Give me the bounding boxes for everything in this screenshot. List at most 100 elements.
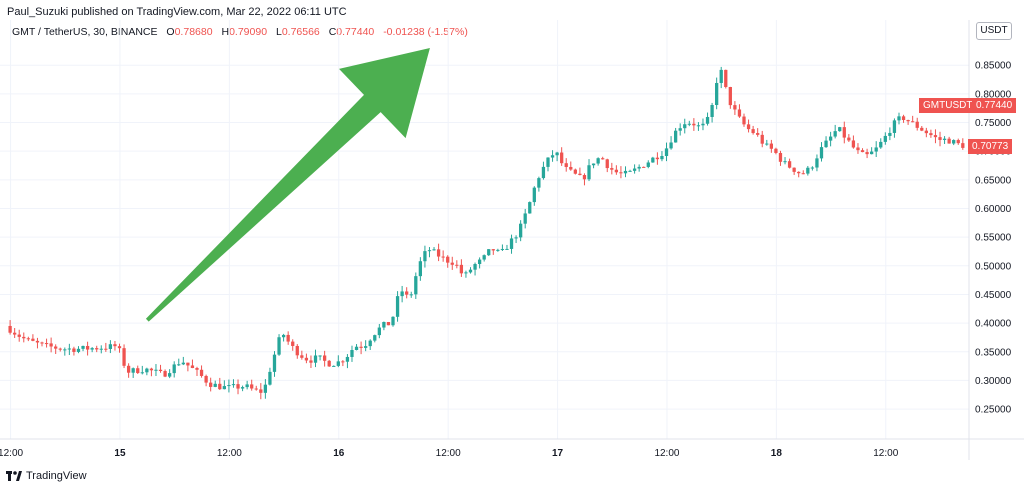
candle-body bbox=[619, 172, 623, 174]
candle-body bbox=[573, 169, 577, 174]
candle-body bbox=[710, 105, 714, 117]
candle-body bbox=[514, 237, 518, 239]
price-tick-label: 0.40000 bbox=[975, 319, 1012, 330]
price-tick-label: 0.55000 bbox=[975, 233, 1012, 244]
candle-body bbox=[336, 361, 340, 366]
candle-body bbox=[386, 322, 391, 326]
candle-body bbox=[49, 343, 53, 347]
candle-body bbox=[787, 161, 792, 168]
candle-body bbox=[140, 372, 144, 374]
candle-body bbox=[897, 116, 901, 121]
candle-body bbox=[172, 364, 176, 374]
time-axis[interactable]: 12:00 15 12:00 16 12:00 17 12:00 18 12:00 bbox=[0, 448, 899, 459]
candle-body bbox=[113, 344, 117, 347]
candle-body bbox=[40, 342, 44, 344]
low-value: 0.76566 bbox=[281, 26, 320, 38]
symbol-description[interactable]: GMT / TetherUS, 30, BINANCE bbox=[12, 26, 158, 38]
candle-body bbox=[382, 322, 386, 328]
candle-body bbox=[63, 349, 67, 351]
candle-body bbox=[359, 346, 363, 348]
candle-body bbox=[163, 371, 167, 377]
price-axis[interactable]: 0.25000 0.30000 0.35000 0.40000 0.45000 0.500… bbox=[975, 61, 1012, 416]
candle-body bbox=[860, 150, 865, 153]
candle-body bbox=[719, 69, 723, 83]
candle-body bbox=[856, 147, 860, 151]
candle-body bbox=[541, 166, 546, 179]
candle-body bbox=[199, 369, 204, 376]
candle-body bbox=[947, 138, 951, 144]
candle-body bbox=[459, 264, 464, 274]
candle-body bbox=[85, 345, 90, 350]
candle-body bbox=[760, 134, 764, 144]
time-tick-label: 12:00 bbox=[654, 448, 679, 459]
candle-body bbox=[67, 348, 72, 350]
candle-body bbox=[883, 135, 887, 142]
candle-body bbox=[783, 161, 787, 163]
candle-body bbox=[774, 148, 778, 153]
candle-body bbox=[842, 127, 846, 138]
candle-body bbox=[614, 169, 619, 173]
close-value: 0.77440 bbox=[336, 26, 375, 38]
tradingview-logo-icon bbox=[6, 471, 22, 481]
candle-body bbox=[468, 269, 473, 273]
candle-body bbox=[309, 360, 313, 363]
open-label: O bbox=[166, 26, 175, 38]
candle-body bbox=[496, 249, 500, 251]
candle-body bbox=[446, 256, 450, 263]
tradingview-logo[interactable]: TradingView bbox=[6, 470, 87, 482]
candle-body bbox=[532, 187, 536, 203]
candle-body bbox=[31, 338, 35, 341]
candle-body bbox=[833, 131, 837, 137]
candle-body bbox=[601, 158, 605, 160]
candle-body bbox=[414, 276, 418, 295]
candle-body bbox=[122, 348, 126, 366]
candle-body bbox=[236, 384, 240, 389]
candles-group bbox=[8, 66, 965, 400]
candle-body bbox=[628, 170, 632, 172]
candle-body bbox=[44, 343, 49, 345]
candle-body bbox=[555, 152, 559, 156]
currency-button[interactable]: USDT bbox=[976, 22, 1012, 40]
candle-body bbox=[569, 166, 573, 170]
candle-body bbox=[564, 163, 568, 167]
candle-body bbox=[131, 368, 135, 373]
candle-body bbox=[491, 249, 495, 251]
candle-body bbox=[117, 346, 122, 349]
candle-body bbox=[605, 159, 609, 169]
candle-body bbox=[313, 355, 318, 363]
candle-body bbox=[550, 155, 555, 158]
candle-body bbox=[168, 373, 172, 377]
candle-body bbox=[90, 348, 94, 350]
candle-body bbox=[354, 346, 359, 351]
candle-body bbox=[104, 348, 108, 350]
candle-body bbox=[724, 69, 728, 88]
candle-body bbox=[126, 365, 131, 373]
candle-body bbox=[778, 152, 783, 162]
candle-body bbox=[806, 167, 810, 174]
candle-body bbox=[578, 173, 582, 176]
candle-body bbox=[528, 202, 532, 214]
change-value: -0.01238 (-1.57%) bbox=[383, 26, 468, 38]
candle-body bbox=[519, 223, 523, 238]
candle-body bbox=[263, 384, 268, 393]
candle-body bbox=[696, 125, 701, 127]
price-tick-label: 0.75000 bbox=[975, 118, 1012, 129]
candle-body bbox=[737, 109, 742, 117]
candle-body bbox=[924, 130, 928, 134]
candle-body bbox=[240, 387, 245, 389]
candle-body bbox=[76, 348, 81, 352]
trend-arrow[interactable] bbox=[145, 48, 430, 322]
second-price-tag: 0.70773 bbox=[968, 139, 1013, 154]
candle-body bbox=[54, 346, 58, 349]
candle-body bbox=[300, 355, 304, 358]
time-tick-label: 12:00 bbox=[873, 448, 898, 459]
candle-body bbox=[956, 140, 960, 144]
candle-body bbox=[395, 296, 400, 317]
candle-body bbox=[952, 140, 956, 144]
candle-body bbox=[765, 143, 769, 145]
grid-lines bbox=[0, 20, 969, 439]
candle-body bbox=[450, 262, 454, 265]
candle-body bbox=[341, 361, 345, 363]
price-tick-label: 0.50000 bbox=[975, 261, 1012, 272]
